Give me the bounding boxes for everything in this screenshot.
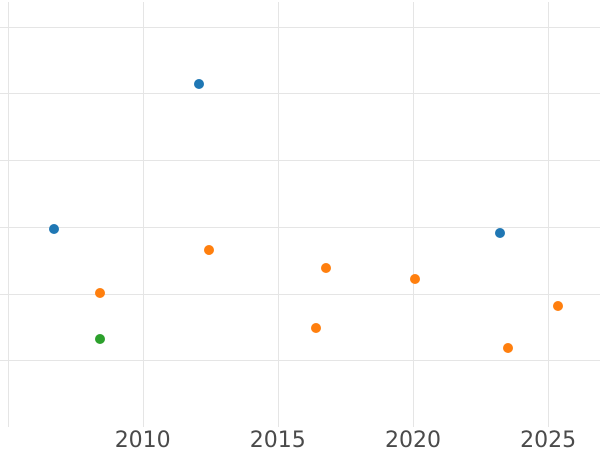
y-gridline [0, 360, 600, 362]
orange-series-point [95, 287, 106, 298]
y-gridline [0, 293, 600, 295]
x-tick-label: 2020 [385, 428, 441, 450]
x-gridline [277, 2, 279, 427]
orange-series-point [320, 262, 331, 273]
orange-series-point [503, 343, 514, 354]
orange-series-point [553, 300, 564, 311]
x-tick-label: 2010 [114, 428, 171, 450]
x-tick-label: 2015 [249, 428, 306, 450]
blue-series-point [194, 79, 205, 90]
y-gridline [0, 226, 600, 228]
x-gridline [7, 2, 9, 427]
blue-series-point [494, 227, 505, 238]
x-tick-label: 2025 [520, 428, 577, 450]
x-gridline [548, 2, 550, 427]
x-gridline [142, 2, 144, 427]
orange-series-point [310, 323, 321, 334]
x-gridline [413, 2, 414, 427]
orange-series-point [203, 244, 214, 255]
green-series-point [95, 333, 106, 344]
y-gridline [0, 160, 600, 162]
orange-series-point [409, 273, 420, 284]
y-gridline [0, 93, 600, 95]
blue-series-point [49, 223, 60, 234]
y-gridline [0, 26, 600, 28]
